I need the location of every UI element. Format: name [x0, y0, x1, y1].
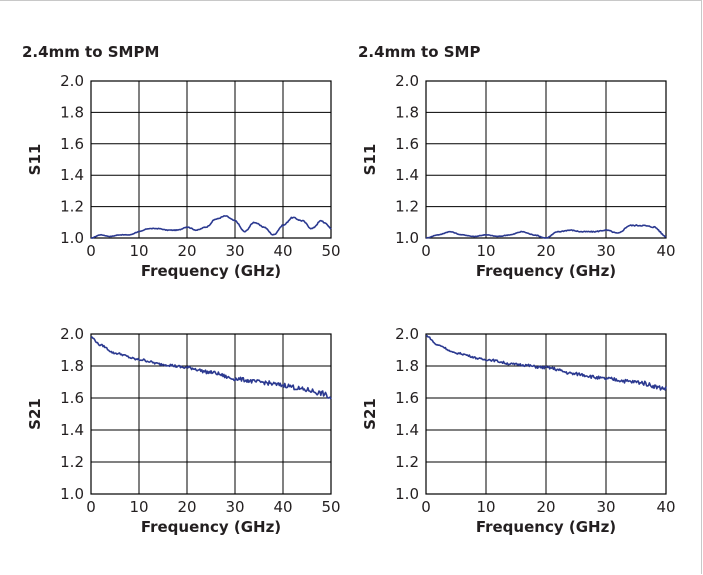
series-line: [90, 215, 332, 239]
chart-s21-smp: 0 10 20 30 40 1.0 1.2 1.4 1.6 1.8 2.0 Frequency (GH…: [361, 325, 676, 536]
y-tick-label: 1.6: [395, 389, 419, 407]
x-tick-label: 40: [273, 242, 292, 260]
chart-s11-smp: 0 10 20 30 40 1.0 1.2 1.4 1.6 1.8 2.0 Frequency (GH…: [361, 72, 676, 280]
x-axis-label: Frequency (GHz): [476, 518, 616, 536]
x-tick-label: 0: [421, 498, 431, 516]
y-tick-label: 1.0: [395, 229, 419, 247]
x-tick-label: 30: [596, 498, 615, 516]
x-tick-label: 10: [476, 498, 495, 516]
y-tick-label: 2.0: [395, 72, 419, 90]
x-tick-label: 30: [596, 242, 615, 260]
series-line: [90, 336, 332, 400]
series-line: [425, 334, 667, 391]
y-tick-label: 1.6: [60, 135, 84, 153]
x-tick-label: 50: [321, 498, 340, 516]
y-tick-label: 1.2: [60, 198, 84, 216]
x-tick-label: 30: [225, 242, 244, 260]
x-tick-label: 0: [86, 498, 96, 516]
section-title-right: 2.4mm to SMP: [358, 43, 480, 61]
y-tick-label: 1.8: [60, 357, 84, 375]
y-tick-label: 1.2: [395, 453, 419, 471]
y-tick-label: 1.8: [395, 103, 419, 121]
x-tick-label: 20: [177, 498, 196, 516]
x-tick-label: 20: [536, 242, 555, 260]
series-line: [425, 224, 667, 239]
y-tick-label: 1.8: [60, 103, 84, 121]
x-tick-label: 0: [421, 242, 431, 260]
y-tick-label: 1.0: [395, 485, 419, 503]
x-tick-label: 40: [273, 498, 292, 516]
y-tick-label: 1.2: [60, 453, 84, 471]
x-tick-label: 50: [321, 242, 340, 260]
x-tick-label: 20: [177, 242, 196, 260]
chart-s11-smpm: 0 10 20 30 40 50 1.0 1.2 1.4 1.6 1.8 2.0 Frequency (…: [26, 72, 341, 280]
y-tick-label: 2.0: [60, 325, 84, 343]
y-tick-label: 1.0: [60, 485, 84, 503]
x-tick-label: 0: [86, 242, 96, 260]
x-tick-label: 10: [476, 242, 495, 260]
chart-s21-smpm: 0 10 20 30 40 50 1.0 1.2 1.4 1.6 1.8 2.0 Frequency (…: [26, 325, 341, 536]
x-axis-label: Frequency (GHz): [141, 262, 281, 280]
y-tick-label: 2.0: [60, 72, 84, 90]
x-tick-label: 40: [656, 242, 675, 260]
y-tick-label: 2.0: [395, 325, 419, 343]
y-tick-label: 1.4: [395, 166, 419, 184]
y-tick-label: 1.2: [395, 198, 419, 216]
y-axis-label: S21: [26, 398, 44, 430]
y-tick-label: 1.4: [60, 166, 84, 184]
x-tick-label: 10: [129, 498, 148, 516]
y-tick-label: 1.6: [395, 135, 419, 153]
x-tick-label: 30: [225, 498, 244, 516]
y-tick-label: 1.8: [395, 357, 419, 375]
x-tick-label: 20: [536, 498, 555, 516]
y-tick-label: 1.4: [60, 421, 84, 439]
x-axis-label: Frequency (GHz): [141, 518, 281, 536]
plot-frame: [90, 333, 332, 495]
y-tick-label: 1.6: [60, 389, 84, 407]
y-tick-label: 1.0: [60, 229, 84, 247]
y-tick-label: 1.4: [395, 421, 419, 439]
section-title-left: 2.4mm to SMPM: [22, 43, 159, 61]
plot-frame: [90, 80, 332, 239]
x-tick-label: 10: [129, 242, 148, 260]
y-axis-label: S11: [361, 144, 379, 176]
x-axis-label: Frequency (GHz): [476, 262, 616, 280]
y-axis-label: S21: [361, 398, 379, 430]
y-axis-label: S11: [26, 144, 44, 176]
x-tick-label: 40: [656, 498, 675, 516]
